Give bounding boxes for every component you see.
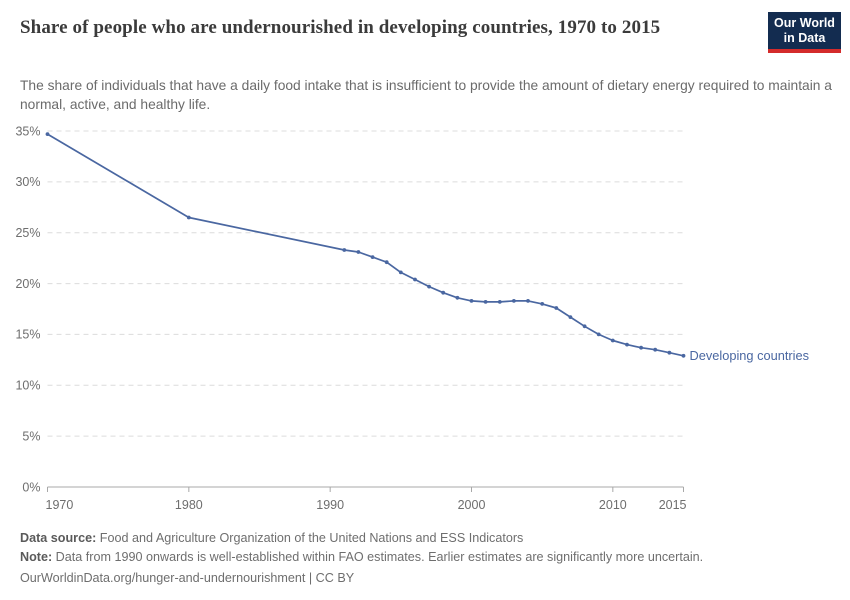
chart-title: Share of people who are undernourished i… [20,17,661,38]
data-point[interactable] [512,299,516,303]
x-axis-tick-label: 2015 [659,498,687,512]
line-chart-canvas[interactable]: 0% 5% 10% 15% 20% 25% 30% 35% 1970 1980 1990 2000 20… [0,0,850,525]
trend-line [46,133,685,357]
data-point[interactable] [568,315,573,319]
data-point[interactable] [582,324,587,329]
data-point[interactable] [625,342,629,347]
y-axis-tick-label: 5% [22,429,40,443]
data-point[interactable] [469,299,474,303]
note-text: Data from 1990 onwards is well-establish… [52,550,704,564]
data-point[interactable] [483,300,488,304]
x-axis-tick-label: 1990 [316,498,344,512]
y-axis-tick-label: 15% [15,328,40,342]
owid-logo[interactable]: Our World in Data [768,12,841,53]
data-point[interactable] [427,284,431,289]
y-axis-tick-label: 0% [22,480,40,494]
citation-url: OurWorldinData.org/hunger-and-undernouri… [20,571,355,585]
data-point[interactable] [186,215,191,220]
data-point[interactable] [681,353,686,358]
owid-logo-text-line1: Our World [774,16,835,30]
note-line: Note: Data from 1990 onwards is well-est… [20,548,832,567]
data-source-text: Food and Agriculture Organization of the… [96,531,524,545]
data-point[interactable] [356,250,361,254]
data-point[interactable] [413,277,417,282]
data-source-label: Data source: [20,531,97,545]
data-point[interactable] [398,270,403,275]
data-point[interactable] [441,290,446,295]
data-point[interactable] [610,338,615,343]
y-axis-tick-label: 10% [15,379,40,393]
note-label: Note: [20,550,53,564]
data-point[interactable] [384,260,389,265]
data-point[interactable] [554,306,559,310]
chart-subtitle: The share of individuals that have a dai… [20,78,832,112]
data-point[interactable] [653,347,658,352]
data-point[interactable] [596,332,601,337]
data-point[interactable] [526,299,530,303]
owid-logo-text-line2: in Data [783,30,826,45]
chart-footer: Data source: Food and Agriculture Organi… [20,529,832,588]
series-end-label: Developing countries [690,348,810,363]
data-point[interactable] [45,132,50,137]
data-point[interactable] [540,302,545,306]
y-axis-tick-label: 30% [15,175,40,189]
y-axis-tick-label: 35% [15,124,40,138]
y-axis-tick-label: 20% [15,277,40,291]
data-point[interactable] [497,300,502,304]
y-axis-tick-label: 25% [15,226,40,240]
x-axis-tick-label: 2010 [599,498,627,512]
x-axis-tick-label: 1980 [175,498,203,512]
data-point[interactable] [667,350,672,355]
data-point[interactable] [370,255,375,259]
x-axis-tick-label: 2000 [458,498,486,512]
data-point[interactable] [455,295,460,300]
data-point[interactable] [639,345,643,350]
data-source-line: Data source: Food and Agriculture Organi… [20,529,832,548]
x-axis-tick-label: 1970 [46,498,74,512]
data-point[interactable] [342,248,347,252]
